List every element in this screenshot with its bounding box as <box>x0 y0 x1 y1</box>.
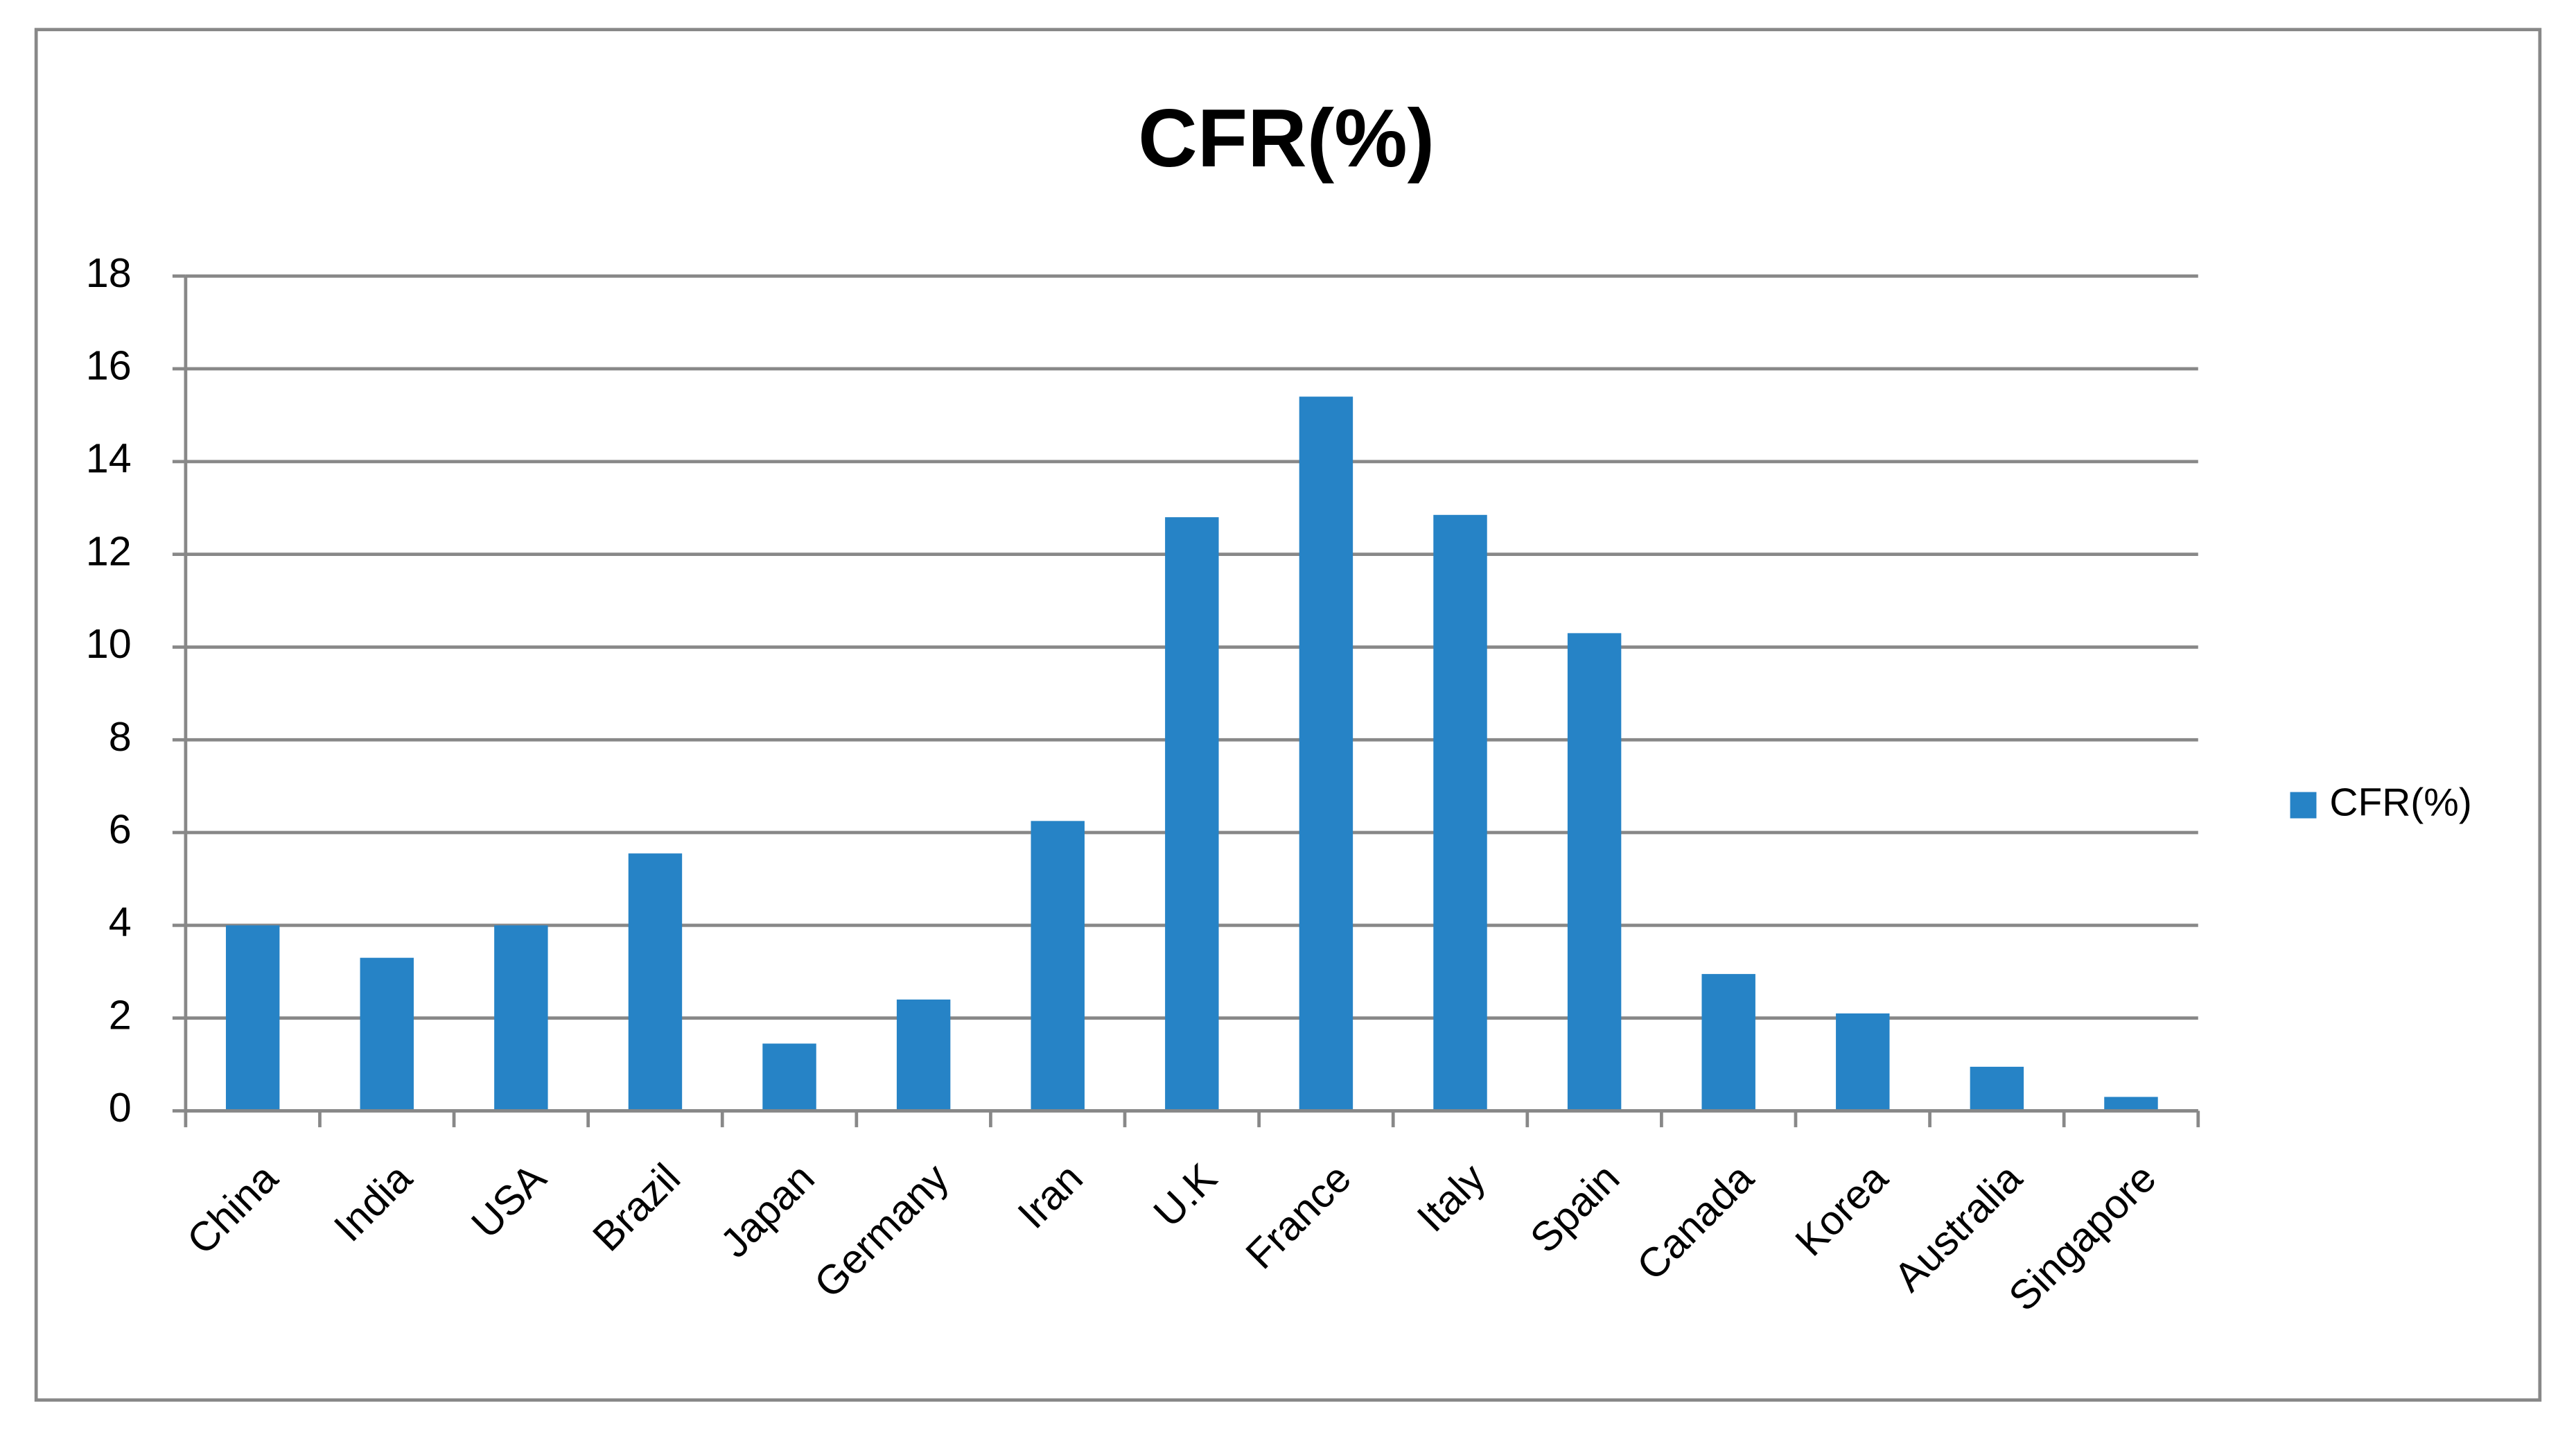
bar <box>1970 1066 2024 1111</box>
y-tick-label: 10 <box>86 620 132 667</box>
bar <box>1567 633 1622 1111</box>
y-tick-label: 4 <box>109 899 132 946</box>
bar <box>1299 397 1353 1111</box>
bar <box>1701 974 1755 1111</box>
bar <box>494 925 548 1111</box>
legend-label: CFR(%) <box>2329 781 2471 825</box>
bar <box>2104 1097 2158 1111</box>
chart-title: CFR(%) <box>1138 93 1435 184</box>
bar <box>1433 514 1487 1111</box>
y-tick-label: 0 <box>109 1084 132 1131</box>
bar <box>1031 821 1085 1111</box>
y-tick-label: 6 <box>109 806 132 853</box>
y-tick-label: 16 <box>86 342 132 389</box>
chart-border <box>34 28 2542 1402</box>
y-tick-label: 8 <box>109 713 132 760</box>
bar <box>1836 1013 1890 1111</box>
legend-swatch <box>2290 792 2317 819</box>
bar <box>628 853 683 1111</box>
y-tick-label: 2 <box>109 991 132 1038</box>
bar <box>896 999 951 1111</box>
bar <box>225 925 280 1111</box>
bar <box>762 1043 816 1111</box>
bar <box>360 957 414 1111</box>
y-tick-label: 14 <box>86 435 132 482</box>
y-tick-label: 18 <box>86 250 132 296</box>
bar <box>1165 517 1219 1111</box>
y-tick-label: 12 <box>86 528 132 574</box>
